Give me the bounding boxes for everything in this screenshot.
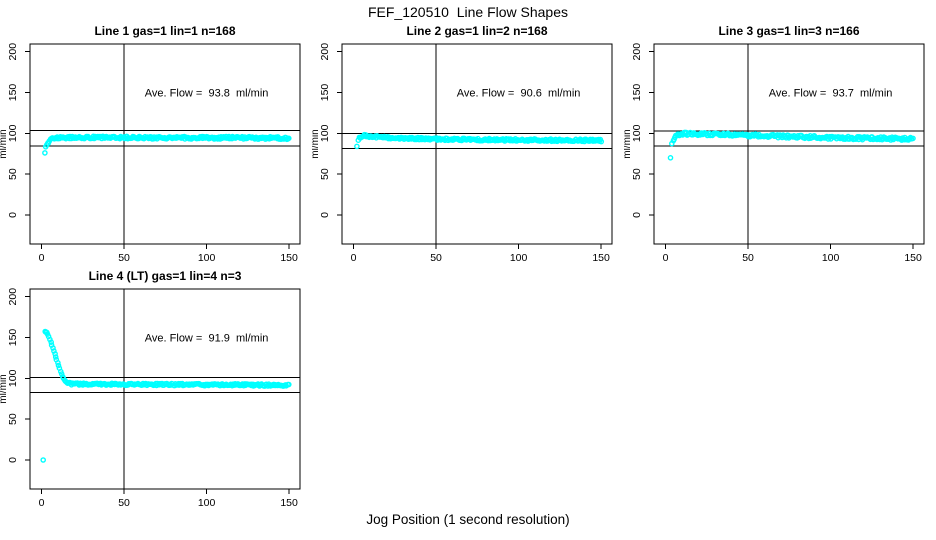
y-tick-label: 150 (631, 84, 643, 102)
x-axis-title: Jog Position (1 second resolution) (366, 512, 570, 527)
y-tick-label: 200 (319, 43, 331, 61)
data-point (50, 345, 56, 351)
x-tick-label: 0 (39, 252, 45, 264)
x-tick-label: 50 (430, 252, 442, 264)
panel-cell-3: Line 3 gas=1 lin=3 n=166 0 50 100 150 0 50 100 1… (624, 20, 936, 265)
x-tick-label: 0 (663, 252, 669, 264)
plot-frame (341, 43, 613, 245)
x-tick-label: 100 (198, 497, 216, 509)
panel-title: Line 2 gas=1 lin=2 n=168 (406, 24, 547, 38)
y-tick-label: 200 (7, 288, 19, 306)
x-tick-label: 0 (39, 497, 45, 509)
x-tick-label: 150 (280, 252, 298, 264)
panel-title: Line 3 gas=1 lin=3 n=166 (718, 24, 859, 38)
y-tick-label: 150 (7, 84, 19, 102)
panel-cell-1: Line 1 gas=1 lin=1 n=168 0 50 100 150 0 50 100 1… (0, 20, 312, 265)
data-point (52, 351, 58, 357)
panel-line-1-plot: Line 1 gas=1 lin=1 n=168 0 50 100 150 0 50 100 1… (0, 24, 301, 264)
panel-line-2-plot: Line 2 gas=1 lin=2 n=168 0 50 100 150 0 50 100 1… (312, 24, 613, 264)
data-point (598, 138, 605, 145)
y-tick-label: 100 (631, 124, 643, 142)
x-tick-label: 150 (592, 252, 610, 264)
x-tick-label: 150 (280, 497, 298, 509)
data-point (47, 336, 53, 343)
ave-flow-annotation: Ave. Flow = 90.6 ml/min (457, 88, 581, 100)
y-axis-title: ml/min (312, 129, 321, 158)
scatter-points (42, 133, 292, 156)
panel-line-4-plot: Line 4 (LT) gas=1 lin=4 n=3 0 50 100 150 0 50 1… (0, 269, 301, 509)
x-tick-label: 50 (742, 252, 754, 264)
data-point (285, 135, 292, 142)
data-point (285, 381, 292, 388)
scatter-points (40, 328, 292, 463)
data-point (667, 154, 674, 161)
y-tick-label: 0 (7, 212, 19, 218)
y-tick-label: 100 (7, 369, 19, 387)
plot-frame (29, 288, 301, 490)
x-tick-label: 50 (118, 497, 130, 509)
y-tick-label: 0 (631, 212, 643, 218)
data-point (51, 348, 57, 354)
x-tick-label: 150 (904, 252, 922, 264)
y-tick-label: 150 (7, 329, 19, 347)
scatter-points (667, 129, 916, 161)
y-tick-label: 50 (631, 168, 643, 180)
data-point (55, 362, 62, 369)
scatter-points (354, 131, 605, 150)
y-axis-title: ml/min (0, 374, 9, 403)
panel-title: Line 1 gas=1 lin=1 n=168 (94, 24, 235, 38)
y-tick-label: 50 (7, 168, 19, 180)
x-tick-label: 100 (198, 252, 216, 264)
x-tick-label: 0 (351, 252, 357, 264)
y-tick-label: 200 (631, 43, 643, 61)
x-tick-label: 100 (822, 252, 840, 264)
plot-frame (653, 43, 925, 245)
panel-cell-4: Line 4 (LT) gas=1 lin=4 n=3 0 50 100 150 0 50 1… (0, 265, 312, 510)
data-point (52, 354, 59, 360)
ave-flow-annotation: Ave. Flow = 93.8 ml/min (145, 88, 269, 100)
y-tick-label: 50 (319, 168, 331, 180)
y-axis-title: ml/min (0, 129, 9, 158)
y-tick-label: 200 (7, 43, 19, 61)
ave-flow-annotation: Ave. Flow = 91.9 ml/min (145, 333, 269, 345)
plot-frame (29, 43, 301, 245)
panel-title: Line 4 (LT) gas=1 lin=4 n=3 (89, 269, 242, 283)
data-point (55, 360, 61, 366)
y-tick-label: 0 (7, 457, 19, 463)
y-tick-label: 100 (7, 124, 19, 142)
data-point (48, 339, 55, 345)
data-point (42, 150, 48, 156)
data-point (40, 457, 47, 463)
data-point (354, 143, 360, 150)
y-tick-label: 100 (319, 124, 331, 142)
main-title: FEF_120510 Line Flow Shapes (367, 4, 568, 20)
panels-grid: Line 1 gas=1 lin=1 n=168 0 50 100 150 0 50 100 1… (0, 20, 936, 510)
y-tick-label: 0 (319, 212, 331, 218)
panel-cell-2: Line 2 gas=1 lin=2 n=168 0 50 100 150 0 50 100 1… (312, 20, 624, 265)
y-axis-title: ml/min (624, 129, 633, 158)
x-tick-label: 50 (118, 252, 130, 264)
data-point (910, 135, 916, 142)
ave-flow-annotation: Ave. Flow = 93.7 ml/min (769, 88, 893, 100)
x-tick-label: 100 (510, 252, 528, 264)
y-tick-label: 50 (7, 413, 19, 425)
y-tick-label: 150 (319, 84, 331, 102)
panel-line-3-plot: Line 3 gas=1 lin=3 n=166 0 50 100 150 0 50 100 1… (624, 24, 925, 264)
